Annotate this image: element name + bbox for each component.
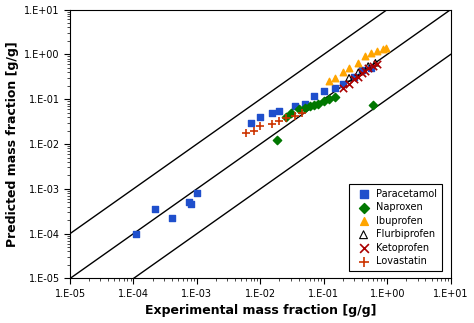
Paracetamol [310, 93, 318, 98]
Ibuprofen [374, 48, 381, 53]
Paracetamol [367, 65, 374, 70]
Naproxen [325, 97, 333, 102]
Paracetamol [301, 101, 309, 106]
Ketoprofen [374, 62, 381, 67]
Paracetamol [320, 89, 328, 94]
Naproxen [310, 102, 318, 107]
Naproxen [331, 95, 339, 100]
Ibuprofen [367, 50, 374, 55]
Paracetamol [268, 110, 275, 115]
Flurbiprofen [355, 70, 362, 75]
Lovastatin [250, 128, 258, 133]
Ibuprofen [339, 70, 346, 75]
Ketoprofen [365, 65, 372, 70]
Legend: Paracetamol, Naproxen, Ibuprofen, Flurbiprofen, Ketoprofen, Lovastatin: Paracetamol, Naproxen, Ibuprofen, Flurbi… [349, 184, 442, 271]
Y-axis label: Predicted mass fraction [g/g]: Predicted mass fraction [g/g] [6, 41, 18, 247]
Naproxen [295, 107, 302, 112]
Paracetamol [331, 85, 339, 90]
Ketoprofen [358, 71, 366, 76]
Paracetamol [185, 200, 193, 205]
Ibuprofen [362, 54, 369, 59]
Lovastatin [256, 124, 264, 129]
Naproxen [314, 101, 321, 106]
Naproxen [273, 138, 280, 143]
Naproxen [287, 110, 294, 115]
Lovastatin [268, 121, 275, 127]
Paracetamol [339, 81, 346, 87]
Naproxen [301, 105, 309, 110]
Naproxen [320, 99, 328, 104]
Lovastatin [243, 130, 250, 135]
Flurbiprofen [345, 75, 353, 80]
Paracetamol [350, 74, 358, 79]
Ibuprofen [355, 60, 362, 65]
Paracetamol [358, 67, 366, 72]
Ketoprofen [350, 77, 358, 82]
Ibuprofen [379, 47, 387, 52]
Ibuprofen [325, 79, 333, 84]
Paracetamol [187, 202, 194, 207]
Ibuprofen [345, 65, 353, 70]
Paracetamol [151, 207, 159, 212]
Paracetamol [276, 108, 283, 113]
Paracetamol [256, 114, 264, 120]
Paracetamol [132, 231, 140, 236]
Ibuprofen [331, 75, 339, 80]
Paracetamol [193, 191, 201, 196]
Paracetamol [291, 104, 299, 109]
Flurbiprofen [372, 60, 379, 65]
Paracetamol [168, 216, 175, 221]
Naproxen [306, 104, 313, 109]
Ketoprofen [369, 63, 377, 68]
Lovastatin [276, 119, 283, 124]
Paracetamol [247, 120, 255, 125]
Naproxen [369, 102, 377, 107]
Naproxen [282, 114, 290, 120]
Ketoprofen [339, 85, 346, 90]
Ibuprofen [382, 45, 390, 50]
Lovastatin [282, 115, 290, 120]
X-axis label: Experimental mass fraction [g/g]: Experimental mass fraction [g/g] [145, 305, 376, 318]
Lovastatin [298, 110, 306, 115]
Flurbiprofen [365, 63, 372, 68]
Ketoprofen [355, 74, 362, 79]
Lovastatin [291, 113, 299, 119]
Ketoprofen [345, 81, 353, 87]
Ketoprofen [362, 69, 369, 74]
